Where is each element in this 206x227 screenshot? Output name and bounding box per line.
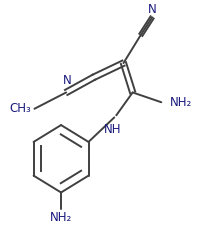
Text: NH₂: NH₂ <box>50 211 72 224</box>
Text: N: N <box>63 74 71 87</box>
Text: N: N <box>148 3 157 16</box>
Text: NH: NH <box>103 123 121 136</box>
Text: NH₂: NH₂ <box>170 96 192 109</box>
Text: CH₃: CH₃ <box>10 102 31 115</box>
